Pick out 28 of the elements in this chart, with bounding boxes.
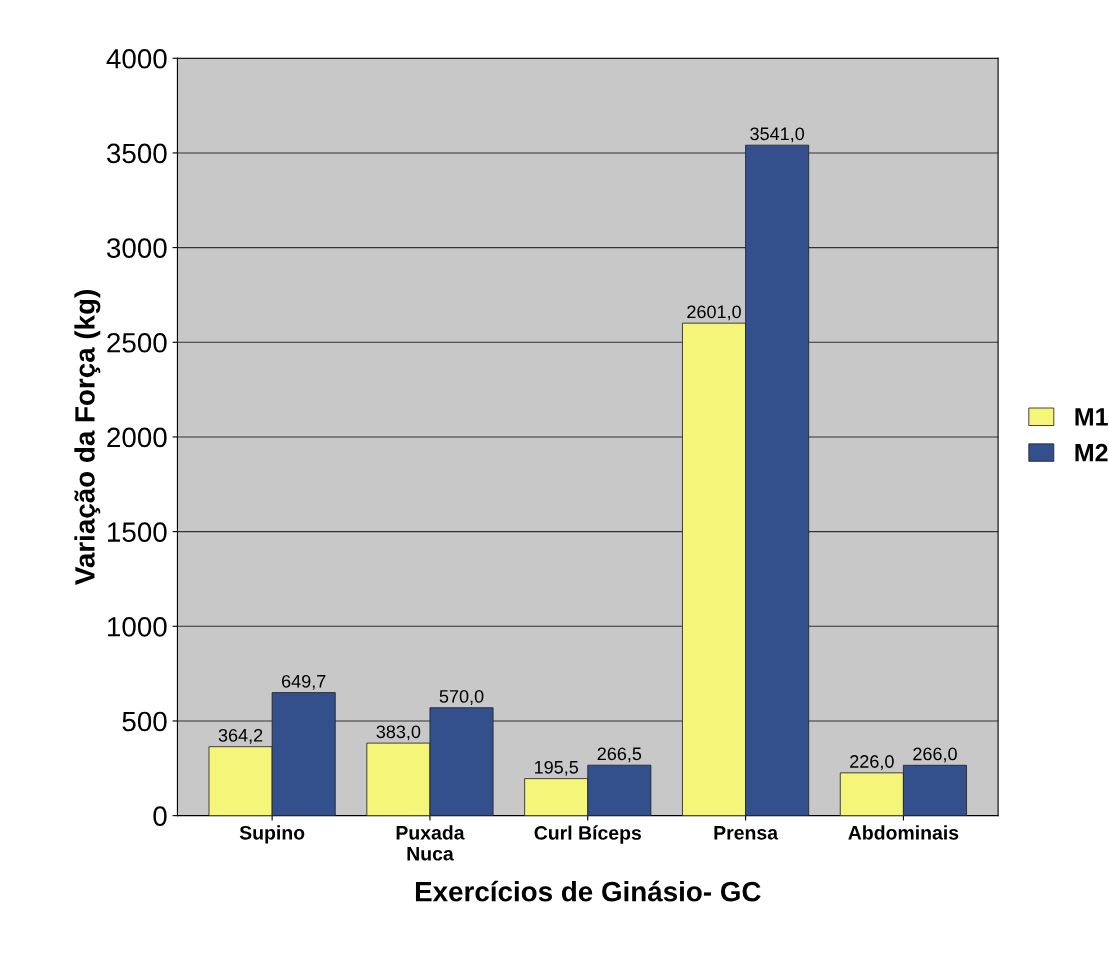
data-label: 2601,0	[687, 305, 741, 321]
y-tick-label: 0	[153, 806, 167, 826]
data-label: 364,2	[218, 728, 263, 744]
legend-label: M1	[1075, 408, 1108, 426]
data-label: 266,5	[597, 747, 642, 763]
y-tick-label: 1000	[108, 616, 167, 637]
x-tick-label: Puxada Nuca	[396, 825, 465, 861]
y-tick-label: 2500	[107, 332, 167, 353]
data-label: 570,0	[439, 689, 484, 705]
data-label: 383,0	[376, 725, 421, 741]
legend-label: M2	[1075, 443, 1108, 462]
data-label: 649,7	[282, 674, 326, 690]
y-tick-label: 500	[122, 711, 167, 732]
y-tick-label: 3500	[106, 143, 167, 164]
data-label: 195,5	[534, 760, 579, 776]
data-label: 3541,0	[750, 127, 805, 143]
data-label: 266,0	[913, 747, 957, 763]
y-tick-label: 4000	[106, 48, 167, 69]
x-axis-title: Exercícios de Ginásio- GC	[415, 880, 761, 902]
x-tick-label: Abdominais	[848, 825, 959, 840]
y-axis-title: Variação da Força (kg)	[74, 290, 101, 585]
x-tick-label: Prensa	[714, 826, 779, 840]
y-tick-label: 3000	[106, 238, 167, 258]
x-tick-label: Supino	[239, 825, 305, 844]
y-tick-label: 2000	[107, 427, 167, 448]
x-tick-label: Curl Bíceps	[534, 825, 641, 844]
y-tick-label: 1500	[108, 522, 167, 542]
data-label: 226,0	[850, 755, 894, 771]
